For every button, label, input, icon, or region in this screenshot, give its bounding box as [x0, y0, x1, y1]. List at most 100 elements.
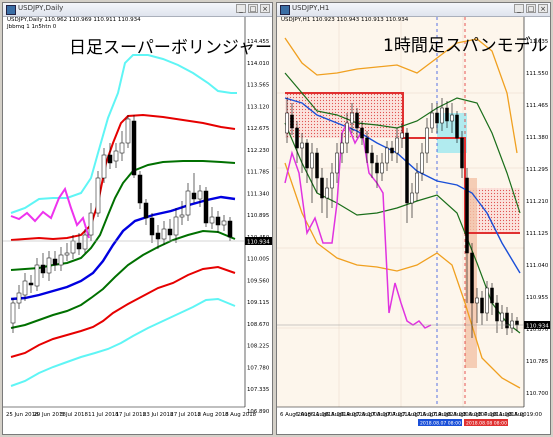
bb-outer-upper-line: [284, 37, 518, 154]
date-axis-label: 6 Aug 11:00: [295, 412, 328, 418]
price-axis-label: 111.465: [526, 103, 548, 109]
upper3-band-line: [10, 54, 237, 214]
date-axis-label: 8 Aug 19:00: [509, 412, 542, 418]
candle-body: [290, 114, 294, 129]
close-button[interactable]: ×: [260, 4, 270, 13]
price-axis-label: 110.005: [247, 257, 269, 263]
maximize-button[interactable]: □: [248, 4, 258, 13]
candle-body: [450, 114, 454, 122]
minimize-button[interactable]: _: [514, 4, 524, 13]
date-axis-label: 6 Aug 19:00: [326, 412, 359, 418]
candle-body: [203, 190, 209, 224]
price-axis-label: 111.550: [526, 71, 549, 77]
candle-body: [227, 220, 233, 238]
candle-body: [360, 127, 364, 139]
candle-body: [460, 137, 464, 169]
price-axis-label: 110.785: [526, 359, 548, 365]
candle-body: [119, 142, 125, 154]
blue-time-tag-box: [418, 419, 462, 426]
date-axis-label: 7 Aug 19:00: [417, 412, 450, 418]
hourly-chart-plot[interactable]: 111.635 111.550 111.465 111.380 111.295 111.2…: [277, 3, 550, 434]
blue-time-tag: 2018.08.07 08:00: [420, 421, 461, 427]
candle-body: [22, 280, 28, 296]
date-axis-label: 23 Jul 2018: [143, 412, 174, 418]
daily-price-tag: 110.934: [247, 240, 270, 246]
date-axis-label: 2 Aug 2018: [198, 412, 230, 418]
candle-body: [137, 174, 143, 204]
price-axis-label: 111.635: [526, 39, 548, 45]
maximize-button[interactable]: □: [526, 4, 536, 13]
candle-body: [380, 162, 384, 174]
candle-body: [355, 112, 359, 129]
date-axis-label: 6 Aug 2018: [280, 412, 312, 418]
middle-band-line: [10, 195, 236, 301]
hourly-overlay-label: 1時間足スパンモデル: [383, 36, 548, 56]
candle-body: [40, 264, 46, 274]
price-axis-label: 111.295: [526, 167, 548, 173]
daily-overlay-label: 日足スーパーボリンジャー: [69, 38, 272, 58]
lower1-band-line: [10, 229, 236, 329]
price-axis-label: 108.670: [247, 322, 270, 328]
lagging-span-line: [10, 186, 90, 239]
candle-body: [34, 264, 40, 287]
price-axis-label: 109.115: [247, 300, 269, 306]
candle-body: [340, 142, 344, 154]
price-axis-label: 107.335: [247, 387, 269, 393]
date-axis-label: 7 Aug 07:00: [372, 412, 405, 418]
candle-body: [505, 312, 509, 329]
candle-body: [420, 152, 424, 174]
span-red-line: [285, 92, 520, 234]
date-axis-label: 6 Aug 23:00: [341, 412, 374, 418]
chart-window-icon: [6, 5, 16, 15]
candle-body: [88, 212, 94, 236]
candle-body: [167, 228, 173, 236]
candle-body: [295, 127, 299, 149]
bb-inner-upper-line: [284, 72, 521, 214]
candle-body: [405, 132, 409, 204]
candle-body: [425, 127, 429, 154]
span-cloud-red: [285, 93, 403, 138]
hourly-chart-window[interactable]: USDJPY,H1 _ □ ×: [276, 2, 551, 435]
daily-chart-plot[interactable]: 114.455 114.010 113.565 113.120 112.675 112.2…: [3, 3, 272, 434]
daily-chart-titlebar[interactable]: USDJPY,Daily _ □ ×: [3, 3, 272, 17]
price-axis-label: 112.230: [247, 148, 270, 154]
price-axis-label: 108.225: [247, 344, 269, 350]
hourly-candlesticks: [285, 98, 519, 338]
close-button[interactable]: ×: [538, 4, 548, 13]
candle-body: [490, 287, 494, 304]
date-axis-label: 6 Aug 15:00: [311, 412, 344, 418]
candle-body: [221, 220, 227, 226]
hourly-chart-title: USDJPY,H1: [292, 4, 330, 12]
candle-body: [64, 252, 70, 256]
minimize-button[interactable]: _: [236, 4, 246, 13]
price-axis-label: 114.455: [247, 39, 269, 45]
candle-body: [395, 137, 399, 154]
candle-body: [310, 152, 314, 169]
price-axis-label: 106.890: [247, 409, 270, 415]
bb-outer-lower-line: [284, 162, 521, 389]
candle-body: [410, 192, 414, 204]
hourly-chart-titlebar[interactable]: USDJPY,H1 _ □ ×: [277, 3, 550, 17]
daily-symbol-info: USDJPY,Daily 110.962 110.969 110.911 110…: [7, 17, 141, 23]
daily-indicator-info: Jbbmq 1 1n5htn 0: [7, 24, 57, 30]
date-axis-label: 7 Aug 11:00: [387, 412, 420, 418]
date-axis-label: 8 Aug 11:00: [479, 412, 512, 418]
price-axis-label: 114.010: [247, 61, 270, 67]
candle-body: [400, 132, 404, 139]
hourly-price-axis-labels: 111.635 111.550 111.465 111.380 111.295 111.2…: [526, 39, 549, 397]
chart-window-icon: [280, 5, 290, 15]
candle-body: [191, 192, 197, 200]
candle-body: [480, 297, 484, 314]
date-axis-label: 7 Aug 03:00: [356, 412, 389, 418]
candle-body: [415, 172, 419, 194]
candle-body: [325, 187, 329, 199]
upper2-band-line: [10, 113, 236, 241]
daily-chart-window[interactable]: USDJPY,Daily _ □ × USDJPY,Daily 110.962 …: [2, 2, 273, 435]
candle-body: [107, 154, 113, 164]
candle-body: [58, 254, 64, 266]
candle-body: [300, 142, 304, 149]
red-time-tag: 2018.08.08 08:00: [466, 421, 507, 427]
price-axis-label: 107.780: [247, 366, 270, 372]
